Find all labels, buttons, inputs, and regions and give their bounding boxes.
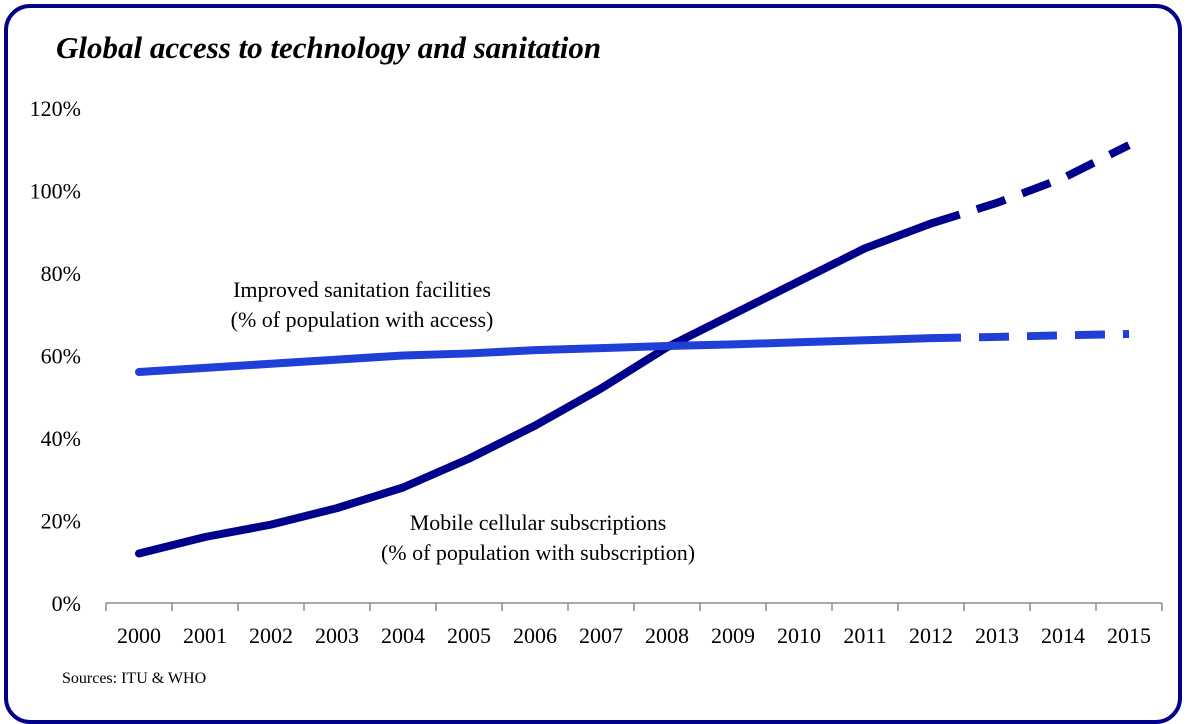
series-line-actual <box>135 334 935 376</box>
y-tick-label: 40% <box>41 426 81 451</box>
series-label: (% of population with subscription) <box>381 540 695 565</box>
x-tick-label: 2015 <box>1107 623 1151 648</box>
y-tick-label: 120% <box>30 96 81 121</box>
data-point <box>139 553 140 554</box>
data-point <box>601 388 602 389</box>
x-tick-label: 2014 <box>1041 623 1085 648</box>
y-tick-label: 80% <box>41 261 81 286</box>
y-tick-label: 60% <box>41 344 81 369</box>
data-point <box>337 508 338 509</box>
data-point <box>271 524 272 525</box>
data-point <box>205 537 206 538</box>
data-point <box>799 281 800 282</box>
data-point <box>403 355 404 356</box>
x-tick-label: 2012 <box>909 623 953 648</box>
data-point <box>931 223 932 224</box>
x-tick-label: 2011 <box>843 623 886 648</box>
data-point <box>865 248 866 249</box>
x-tick-label: 2010 <box>777 623 821 648</box>
series-line-projection <box>930 330 1130 343</box>
line-chart: 2000 2001 2002 2003 2004 2005 2006 2007 2008 2009… <box>30 96 1163 648</box>
source-note: Sources: ITU & WHO <box>62 670 207 687</box>
x-tick-label: 2001 <box>183 623 227 648</box>
series-line-projection <box>929 141 1131 228</box>
data-point <box>535 350 536 351</box>
data-point <box>997 202 998 203</box>
x-tick-label: 2006 <box>513 623 557 648</box>
data-point <box>733 314 734 315</box>
data-point <box>931 338 932 339</box>
data-point <box>997 336 998 337</box>
data-point <box>1063 335 1064 336</box>
x-tick-label: 2013 <box>975 623 1019 648</box>
data-point <box>535 425 536 426</box>
chart-title: Global access to technology and sanitati… <box>56 30 602 65</box>
series-label: Mobile cellular subscriptions <box>410 510 667 535</box>
data-point <box>403 487 404 488</box>
y-tick-label: 100% <box>30 179 81 204</box>
data-point <box>733 344 734 345</box>
x-tick-label: 2003 <box>315 623 359 648</box>
y-tick-label: 0% <box>52 591 81 616</box>
data-point <box>271 363 272 364</box>
x-tick-label: 2008 <box>645 623 689 648</box>
data-point <box>601 348 602 349</box>
series-line-actual <box>135 219 935 558</box>
x-tick-label: 2007 <box>579 623 623 648</box>
data-point <box>799 342 800 343</box>
x-tick-label: 2000 <box>117 623 161 648</box>
data-point <box>205 367 206 368</box>
x-tick-label: 2002 <box>249 623 293 648</box>
data-point <box>865 340 866 341</box>
data-point <box>1063 178 1064 179</box>
x-tick-label: 2004 <box>381 623 425 648</box>
data-point <box>1129 334 1130 335</box>
series-label: Improved sanitation facilities <box>233 277 491 302</box>
x-tick-label: 2005 <box>447 623 491 648</box>
data-point <box>469 353 470 354</box>
series-label: (% of population with access) <box>231 307 494 332</box>
data-point <box>469 458 470 459</box>
data-point <box>667 346 668 347</box>
data-point <box>1129 145 1130 146</box>
x-tick-label: 2009 <box>711 623 755 648</box>
chart-frame <box>4 4 1182 724</box>
data-point <box>337 359 338 360</box>
data-point <box>139 372 140 373</box>
y-tick-label: 20% <box>41 509 81 534</box>
